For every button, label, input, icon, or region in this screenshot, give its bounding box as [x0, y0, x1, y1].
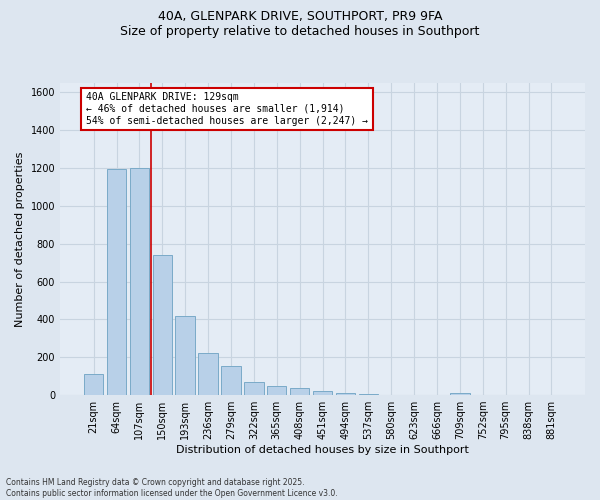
Bar: [267, 386, 286, 395]
Text: Contains HM Land Registry data © Crown copyright and database right 2025.
Contai: Contains HM Land Registry data © Crown c…: [6, 478, 338, 498]
Bar: [359, 394, 378, 395]
Bar: [313, 392, 332, 395]
Text: 40A, GLENPARK DRIVE, SOUTHPORT, PR9 9FA
Size of property relative to detached ho: 40A, GLENPARK DRIVE, SOUTHPORT, PR9 9FA …: [121, 10, 479, 38]
Y-axis label: Number of detached properties: Number of detached properties: [15, 152, 25, 326]
Text: 40A GLENPARK DRIVE: 129sqm
← 46% of detached houses are smaller (1,914)
54% of s: 40A GLENPARK DRIVE: 129sqm ← 46% of deta…: [86, 92, 368, 126]
Bar: [335, 393, 355, 395]
Bar: [175, 316, 195, 395]
Bar: [290, 388, 310, 395]
Bar: [199, 352, 218, 395]
Bar: [450, 393, 470, 395]
Bar: [152, 255, 172, 395]
Bar: [244, 382, 263, 395]
Bar: [84, 374, 103, 395]
Bar: [221, 366, 241, 395]
Bar: [130, 168, 149, 395]
Bar: [107, 169, 126, 395]
Bar: [382, 394, 401, 395]
X-axis label: Distribution of detached houses by size in Southport: Distribution of detached houses by size …: [176, 445, 469, 455]
